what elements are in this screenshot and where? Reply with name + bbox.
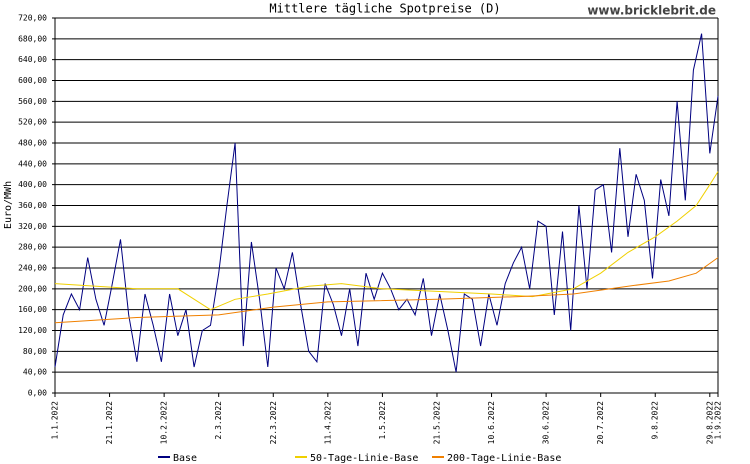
x-tick-label: 21.1.2022 <box>105 401 114 445</box>
x-tick-label: 10.2.2022 <box>160 401 169 445</box>
x-tick-label: 30.6.2022 <box>542 401 551 445</box>
legend-label: 200-Tage-Linie-Base <box>447 453 561 464</box>
x-tick-label: 2.3.2022 <box>214 401 223 440</box>
x-tick-label: 1.9.2022 <box>714 401 723 440</box>
x-tick-label: 9.8.2022 <box>651 401 660 440</box>
y-tick-label: 400,00 <box>18 180 47 189</box>
y-tick-label: 280,00 <box>18 243 47 252</box>
x-tick-label: 1.1.2022 <box>51 401 60 440</box>
series-line <box>54 171 719 311</box>
y-tick-label: 240,00 <box>18 264 47 273</box>
y-tick-label: 600,00 <box>18 76 47 85</box>
x-tick-label: 20.7.2022 <box>596 401 605 445</box>
x-tick-label: 21.5.2022 <box>432 401 441 445</box>
series-line <box>54 257 719 324</box>
y-tick-label: 320,00 <box>18 222 47 231</box>
x-tick-label: 10.6.2022 <box>487 401 496 445</box>
watermark: www.bricklebrit.de <box>587 4 716 18</box>
y-tick-label: 480,00 <box>18 139 47 148</box>
y-tick-label: 360,00 <box>18 201 47 210</box>
y-axis-label: Euro/MWh <box>3 181 14 229</box>
y-tick-label: 680,00 <box>18 34 47 43</box>
x-tick-label: 1.5.2022 <box>378 401 387 440</box>
y-tick-label: 440,00 <box>18 159 47 168</box>
y-tick-label: 0,00 <box>28 389 47 398</box>
y-tick-label: 560,00 <box>18 97 47 106</box>
legend-label: 50-Tage-Linie-Base <box>310 453 418 464</box>
series-line <box>54 33 719 373</box>
x-tick-label: 22.3.2022 <box>269 401 278 445</box>
y-tick-label: 160,00 <box>18 305 47 314</box>
y-tick-label: 80,00 <box>23 347 47 356</box>
y-tick-label: 120,00 <box>18 326 47 335</box>
y-tick-label: 720,00 <box>18 14 47 23</box>
x-tick-label: 11.4.2022 <box>323 401 332 445</box>
y-tick-label: 640,00 <box>18 55 47 64</box>
y-tick-label: 520,00 <box>18 118 47 127</box>
y-tick-label: 40,00 <box>23 368 47 377</box>
chart-title: Mittlere tägliche Spotpreise (D) <box>269 2 500 16</box>
legend-label: Base <box>173 453 197 464</box>
x-tick-label: 29.8.2022 <box>705 401 714 445</box>
y-tick-label: 200,00 <box>18 284 47 293</box>
